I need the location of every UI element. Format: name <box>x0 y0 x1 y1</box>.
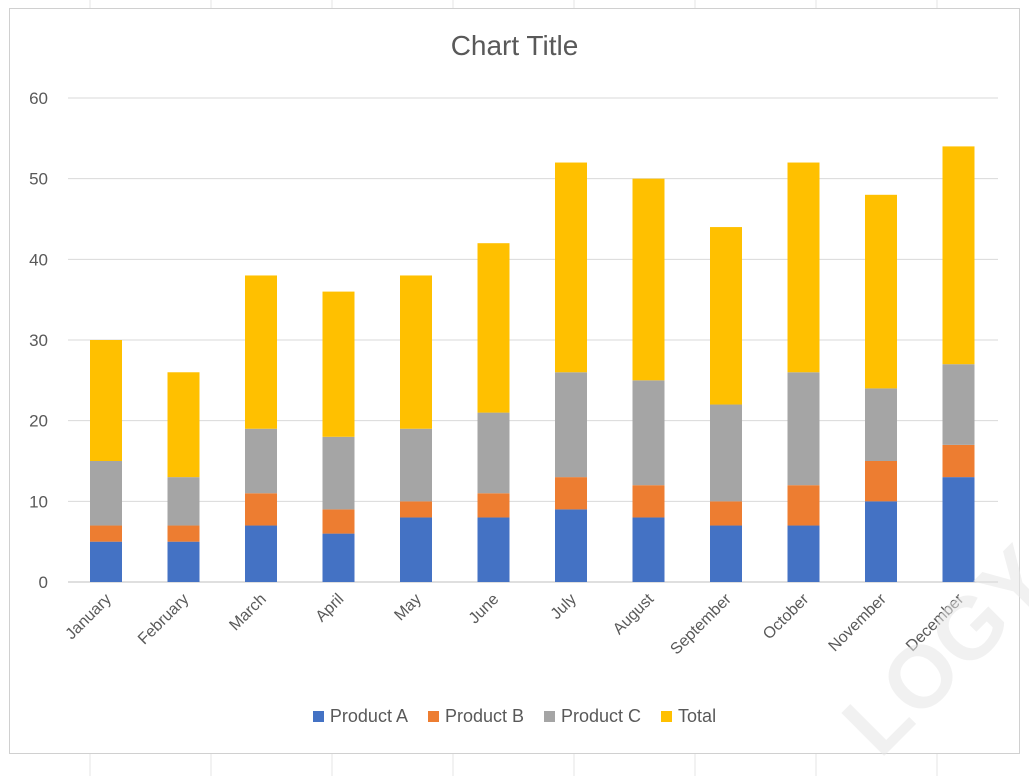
legend-item[interactable]: Product B <box>427 706 524 727</box>
bar-segment[interactable] <box>245 525 277 582</box>
y-tick-label: 30 <box>29 331 48 350</box>
bar-segment[interactable] <box>942 146 975 365</box>
bar-segment[interactable] <box>90 525 122 542</box>
bar-segment[interactable] <box>167 525 200 542</box>
bar-segment[interactable] <box>167 541 200 582</box>
legend-item[interactable]: Product C <box>544 706 641 727</box>
x-tick-label: September <box>667 590 735 658</box>
bar-segment[interactable] <box>400 275 432 429</box>
bar-segment[interactable] <box>90 340 122 461</box>
x-tick-label: August <box>610 590 658 638</box>
legend-item[interactable]: Product A <box>312 706 408 727</box>
bar-segment[interactable] <box>942 477 975 582</box>
bar-segment[interactable] <box>245 275 277 429</box>
bar-segment[interactable] <box>555 477 587 510</box>
y-tick-label: 20 <box>29 412 48 431</box>
legend-swatch <box>544 711 555 722</box>
legend-label: Total <box>678 706 717 726</box>
bar-segment[interactable] <box>322 436 355 510</box>
bar-segment[interactable] <box>710 404 742 502</box>
bar-segment[interactable] <box>167 372 200 478</box>
bar-segment[interactable] <box>710 501 742 526</box>
bar-segment[interactable] <box>400 517 432 582</box>
bar-segment[interactable] <box>477 517 510 582</box>
bar-segment[interactable] <box>710 227 742 405</box>
bar-segment[interactable] <box>632 380 665 486</box>
x-tick-label: February <box>135 591 192 648</box>
bar-segment[interactable] <box>245 428 277 494</box>
legend-label: Product B <box>444 706 524 726</box>
legend-swatch <box>312 711 324 722</box>
bar-segment[interactable] <box>632 517 665 582</box>
bar-segment[interactable] <box>942 444 975 478</box>
legend-item[interactable]: Total <box>661 706 716 727</box>
y-tick-label: 50 <box>29 170 48 189</box>
y-tick-label: 60 <box>29 89 48 108</box>
bar-segment[interactable] <box>400 428 432 502</box>
bar-segment[interactable] <box>245 493 277 526</box>
bar-segment[interactable] <box>90 461 122 526</box>
chart-legend[interactable]: Product A Product B Product C Total <box>0 706 1029 727</box>
bar-segment[interactable] <box>942 364 975 445</box>
bar-segment[interactable] <box>322 509 355 534</box>
bar-segment[interactable] <box>477 243 510 413</box>
legend-label: Product A <box>329 706 408 726</box>
x-tick-label: October <box>760 590 813 643</box>
bar-segment[interactable] <box>555 372 587 478</box>
bar-segment[interactable] <box>710 525 742 582</box>
bar-segment[interactable] <box>787 485 820 526</box>
bar-segment[interactable] <box>167 477 200 526</box>
bar-segment[interactable] <box>632 178 665 381</box>
y-tick-label: 40 <box>29 250 48 269</box>
bar-segment[interactable] <box>90 541 122 582</box>
x-tick-label: March <box>226 591 269 634</box>
bar-segment[interactable] <box>787 372 820 486</box>
bar-segment[interactable] <box>787 162 820 373</box>
bar-segment[interactable] <box>555 509 587 582</box>
x-tick-label: July <box>548 591 580 623</box>
bar-segment[interactable] <box>632 485 665 518</box>
bar-segment[interactable] <box>865 461 897 502</box>
bar-segment[interactable] <box>322 533 355 582</box>
bar-segment[interactable] <box>865 501 897 582</box>
bar-segment[interactable] <box>865 388 897 461</box>
chart-title[interactable]: Chart Title <box>450 30 579 61</box>
bar-segment[interactable] <box>477 493 510 518</box>
legend-swatch <box>661 711 673 722</box>
x-tick-label: June <box>466 591 503 628</box>
bar-segment[interactable] <box>477 412 510 494</box>
legend-label: Product C <box>561 706 642 726</box>
bar-segment[interactable] <box>322 291 355 437</box>
y-tick-label: 0 <box>39 573 48 592</box>
y-tick-label: 10 <box>29 492 48 511</box>
bar-segment[interactable] <box>865 194 897 389</box>
bar-segment[interactable] <box>787 525 820 582</box>
legend-swatch <box>427 711 439 722</box>
bar-segment[interactable] <box>400 501 432 518</box>
x-tick-label: January <box>63 591 115 643</box>
bar-segment[interactable] <box>555 162 587 373</box>
x-tick-label: May <box>391 591 424 624</box>
x-tick-label: April <box>313 591 348 626</box>
